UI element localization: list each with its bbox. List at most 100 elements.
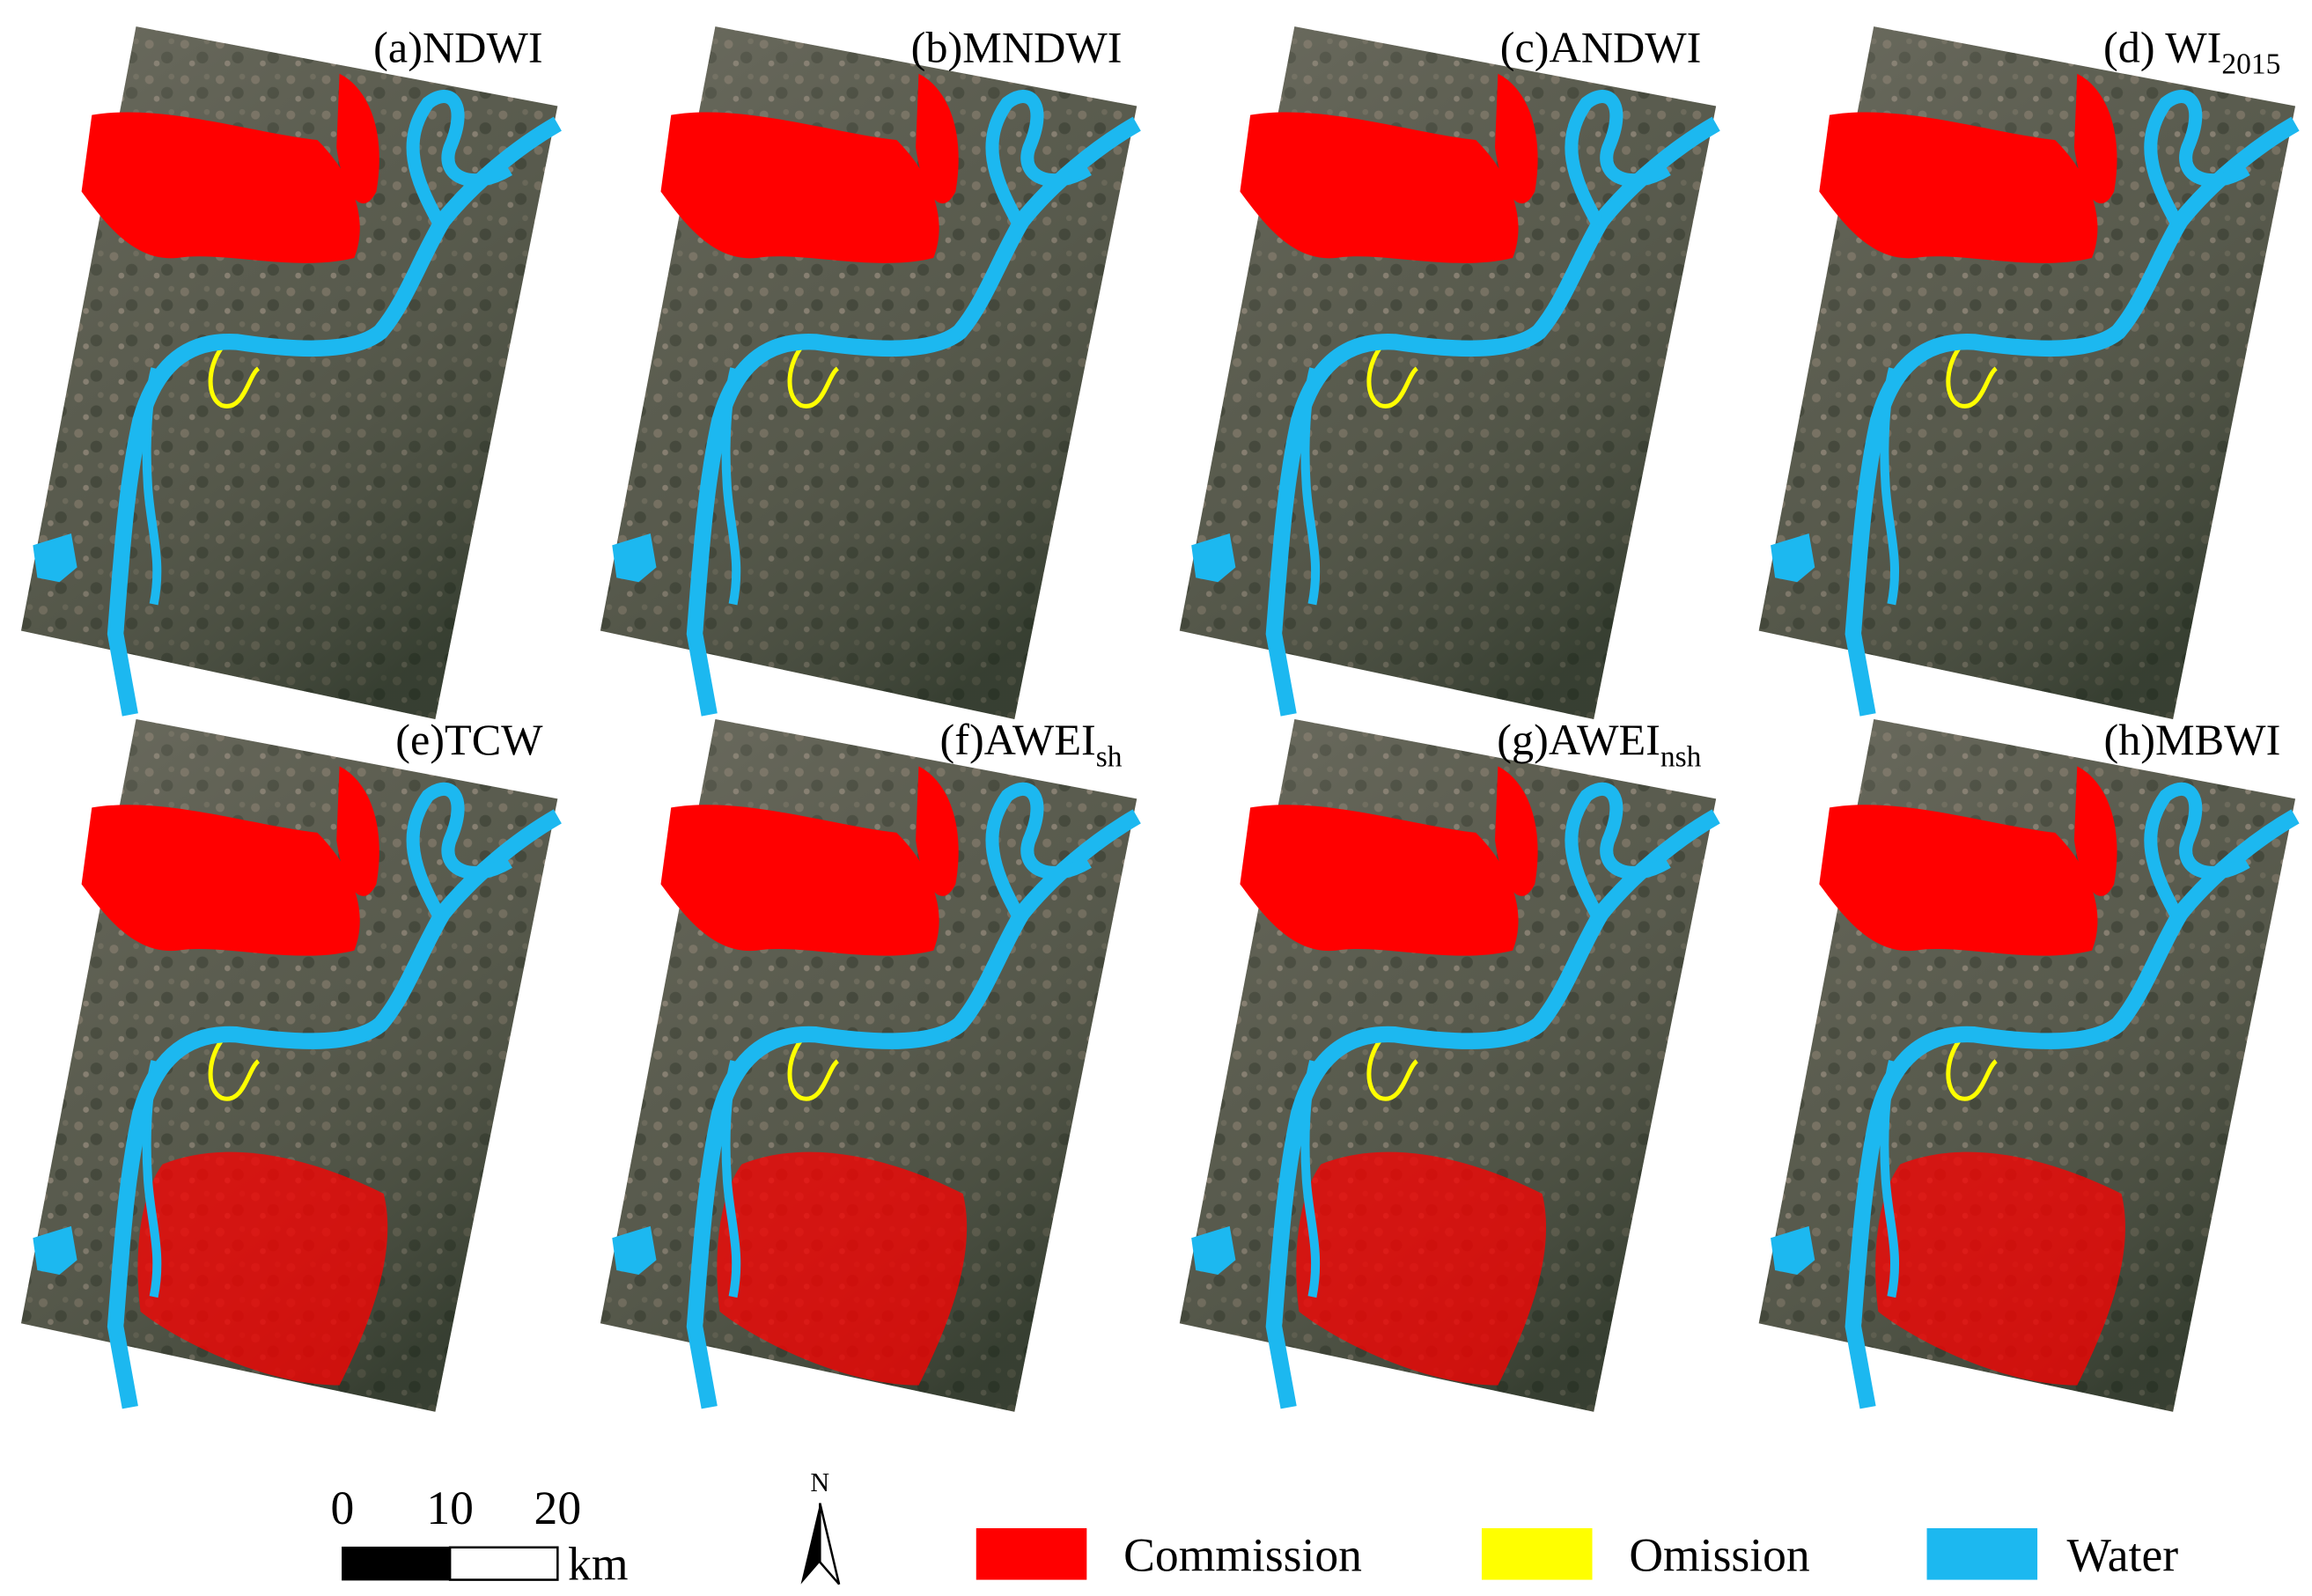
commission-area xyxy=(137,1151,388,1386)
omission-line xyxy=(208,346,261,408)
water-river xyxy=(686,809,1141,1409)
legend-label: Omission xyxy=(1629,1529,1809,1582)
omission-line xyxy=(1946,346,1998,408)
water-river xyxy=(985,90,1092,228)
water-river xyxy=(985,782,1092,920)
water-river xyxy=(1565,90,1671,228)
water-river xyxy=(1565,782,1671,920)
legend-swatch xyxy=(976,1527,1087,1580)
panel-label-main: (g)AWEI xyxy=(1497,715,1660,764)
panel-label-main: (b)MNDWI xyxy=(911,22,1123,71)
water-river xyxy=(107,809,562,1409)
water-river xyxy=(721,367,741,606)
panel-label-main: (e)TCW xyxy=(395,715,543,764)
water-river xyxy=(1300,1060,1321,1298)
map-panel: (h)MBWI xyxy=(1758,715,2300,1412)
panel-label: (f)AWEIsh xyxy=(940,715,1123,773)
panel-label: (c)ANDWI xyxy=(1500,22,1702,71)
arrow-half xyxy=(800,1503,821,1585)
commission-area xyxy=(1875,1151,2125,1386)
panel-label-main: (a)NDWI xyxy=(373,22,542,71)
water-river xyxy=(1880,367,1900,606)
commission-area xyxy=(1819,112,2098,263)
commission-area xyxy=(916,73,959,204)
map-panel: (a)NDWI xyxy=(20,22,562,719)
panels: (a)NDWI (b)MNDWI (c)ANDWI (d) WI2015 (e)TCW (… xyxy=(20,22,2300,1412)
scale-tick-label: 0 xyxy=(331,1482,355,1534)
water-river xyxy=(1844,116,2300,717)
panel-label: (h)MBWI xyxy=(2103,715,2280,764)
water-river xyxy=(406,90,512,228)
panel-label-main: (h)MBWI xyxy=(2103,715,2280,764)
water-river xyxy=(1265,809,1720,1409)
water-river xyxy=(1844,809,2300,1409)
commission-area xyxy=(717,1151,968,1386)
map-panel: (e)TCW xyxy=(20,715,562,1412)
water-river xyxy=(2144,90,2250,228)
omission-line xyxy=(1946,1039,1998,1101)
commission-area xyxy=(1296,1151,1547,1386)
panel-label: (d) WI2015 xyxy=(2103,22,2280,80)
legend-swatch xyxy=(1926,1527,2038,1580)
panel-label-main: (f)AWEI xyxy=(940,715,1096,764)
panel-label-sub: sh xyxy=(1096,741,1123,774)
water-river xyxy=(142,367,162,606)
commission-area xyxy=(1240,112,1519,263)
commission-area xyxy=(1819,805,2098,956)
commission-area xyxy=(916,766,959,896)
commission-area xyxy=(2073,766,2117,896)
water-lake xyxy=(1771,533,1815,583)
commission-area xyxy=(336,73,379,204)
arrow-half xyxy=(819,1503,841,1585)
water-lake xyxy=(33,533,77,583)
omission-line xyxy=(208,1039,261,1101)
panel-label: (e)TCW xyxy=(395,715,543,764)
omission-line xyxy=(1366,1039,1419,1101)
commission-area xyxy=(1240,805,1519,956)
map-panel: (g)AWEInsh xyxy=(1179,715,1720,1412)
water-river xyxy=(721,1060,741,1298)
water-lake xyxy=(612,1225,657,1276)
panel-label-sub: 2015 xyxy=(2221,48,2280,81)
water-lake xyxy=(1191,1225,1236,1276)
commission-area xyxy=(660,112,939,263)
omission-line xyxy=(787,1039,840,1101)
water-lake xyxy=(1771,1225,1815,1276)
map-panel: (c)ANDWI xyxy=(1179,22,1720,719)
map-panel: (f)AWEIsh xyxy=(600,715,1141,1412)
water-lake xyxy=(1191,533,1236,583)
commission-area xyxy=(660,805,939,956)
water-river xyxy=(107,116,562,717)
commission-area xyxy=(1495,73,1538,204)
map-panel: (b)MNDWI xyxy=(600,22,1141,719)
scale-unit: km xyxy=(568,1538,628,1591)
legend: Commission Omission Water xyxy=(976,1527,2178,1582)
water-river xyxy=(1880,1060,1900,1298)
panel-label-main: (c)ANDWI xyxy=(1500,22,1702,71)
commission-area xyxy=(81,112,360,263)
map-panel: (d) WI2015 xyxy=(1758,22,2300,719)
scale-tick-label: 20 xyxy=(534,1482,582,1534)
scale-segment xyxy=(448,1546,559,1581)
water-lake xyxy=(612,533,657,583)
legend-swatch xyxy=(1481,1527,1593,1580)
panel-label-sub: nsh xyxy=(1660,741,1702,774)
omission-line xyxy=(787,346,840,408)
water-river xyxy=(142,1060,162,1298)
omission-line xyxy=(1366,346,1419,408)
commission-area xyxy=(81,805,360,956)
commission-area xyxy=(2073,73,2117,204)
water-river xyxy=(686,116,1141,717)
panel-label: (g)AWEInsh xyxy=(1497,715,1701,773)
panel-label: (a)NDWI xyxy=(373,22,542,71)
scale-segment xyxy=(342,1546,451,1581)
water-river xyxy=(1300,367,1321,606)
north-label: N xyxy=(810,1467,829,1497)
water-river xyxy=(406,782,512,920)
water-lake xyxy=(33,1225,77,1276)
water-river xyxy=(1265,116,1720,717)
panel-label: (b)MNDWI xyxy=(911,22,1123,71)
commission-area xyxy=(336,766,379,896)
legend-label: Commission xyxy=(1123,1529,1362,1582)
